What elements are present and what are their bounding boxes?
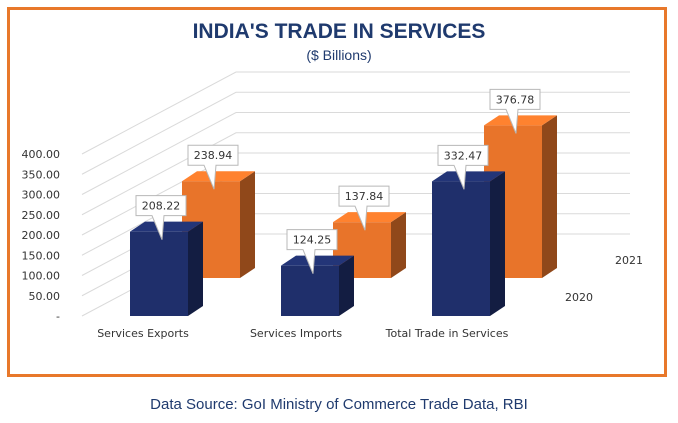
x-tick-label: Total Trade in Services: [385, 327, 509, 340]
data-label-box: [187, 144, 239, 190]
data-label-box: [135, 195, 187, 240]
data-label: 238.94: [194, 149, 233, 162]
y-tick-label: 300.00: [22, 189, 61, 202]
series-label: 2021: [615, 254, 643, 267]
bar-top: [333, 212, 406, 223]
bar-side: [240, 171, 255, 278]
data-label: 124.25: [293, 234, 332, 247]
data-label: 208.22: [142, 200, 181, 213]
bar-side: [391, 212, 406, 278]
bar-top: [130, 221, 203, 232]
data-label-box: [286, 229, 338, 274]
data-label-box: [338, 185, 390, 231]
data-label: 332.47: [444, 149, 483, 162]
bar-side: [188, 221, 203, 316]
x-tick-label: Services Exports: [97, 327, 189, 340]
y-tick-label: 350.00: [22, 168, 61, 181]
y-tick-label: 400.00: [22, 148, 61, 161]
bar-side: [339, 255, 354, 316]
data-label: 376.78: [496, 93, 535, 106]
series-label: 2020: [565, 291, 593, 304]
bar-top: [281, 255, 354, 266]
y-tick-label: 50.00: [29, 290, 61, 303]
bar-side: [490, 171, 505, 316]
y-tick-label: -: [56, 310, 60, 323]
data-label-box: [437, 144, 489, 190]
y-tick-label: 150.00: [22, 249, 61, 262]
bar-top: [432, 171, 505, 182]
bar: [130, 231, 188, 316]
bar: [281, 265, 339, 316]
data-label: 137.84: [345, 190, 384, 203]
data-label-box: [489, 88, 541, 134]
chart-title: INDIA'S TRADE IN SERVICES: [192, 20, 486, 43]
y-tick-label: 100.00: [22, 270, 61, 283]
x-tick-label: Services Imports: [250, 327, 342, 340]
y-tick-label: 200.00: [22, 229, 61, 242]
gridline: [81, 112, 630, 195]
bar-side: [542, 115, 557, 278]
chart-subtitle: ($ Billions): [306, 47, 372, 63]
y-tick-label: 250.00: [22, 209, 61, 222]
bar-top: [182, 171, 255, 182]
bar: [432, 181, 490, 316]
source-note: Data Source: GoI Ministry of Commerce Tr…: [150, 396, 528, 413]
bar-top: [484, 115, 557, 126]
gridline: [81, 71, 630, 155]
